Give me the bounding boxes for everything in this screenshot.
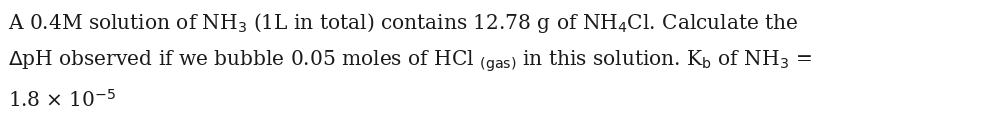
Text: $\Delta$pH observed if we bubble 0.05 moles of HCl $_{\mathrm{(gas)}}$ in this s: $\Delta$pH observed if we bubble 0.05 mo… bbox=[8, 48, 811, 73]
Text: A 0.4M solution of NH$_3$ (1L in total) contains 12.78 g of NH$_4$Cl. Calculate : A 0.4M solution of NH$_3$ (1L in total) … bbox=[8, 11, 798, 35]
Text: 1.8 $\times$ 10$^{-5}$: 1.8 $\times$ 10$^{-5}$ bbox=[8, 88, 116, 110]
